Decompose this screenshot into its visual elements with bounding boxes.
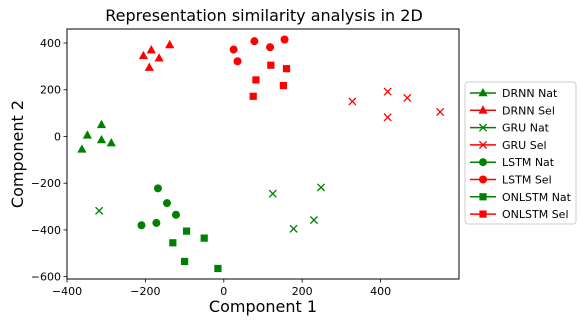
- legend-label: GRU Sel: [502, 139, 547, 152]
- y-tick-label: −200: [31, 177, 61, 190]
- legend-marker-gru-nat: [478, 123, 488, 132]
- point-gru-nat-3: [289, 224, 298, 233]
- point-onlstm-sel-1: [249, 92, 257, 100]
- y-axis: −600 −400 −200 0 200 400: [31, 37, 67, 284]
- x-tick-label: −400: [52, 285, 82, 298]
- point-lstm-sel-5: [280, 35, 289, 44]
- point-lstm-nat-2: [152, 218, 161, 227]
- legend-label: LSTM Sel: [502, 174, 552, 187]
- y-tick-label: 400: [40, 37, 61, 50]
- point-gru-nat-5: [316, 183, 326, 192]
- point-drnn-sel-1: [138, 50, 149, 60]
- legend-label: DRNN Sel: [502, 104, 555, 117]
- legend-item-drnn-nat: DRNN Nat: [470, 87, 558, 100]
- point-onlstm-nat-2: [181, 257, 189, 266]
- point-gru-sel-2: [383, 87, 392, 96]
- x-tick-label: 0: [220, 285, 227, 298]
- legend-marker-drnn-nat: [478, 88, 488, 97]
- y-tick-label: −400: [31, 224, 61, 237]
- point-lstm-nat-1: [137, 221, 146, 230]
- point-gru-nat-1: [95, 206, 104, 215]
- legend-marker-drnn-sel: [478, 105, 488, 114]
- point-gru-nat-2: [268, 189, 277, 198]
- legend-item-lstm-sel: LSTM Sel: [470, 174, 552, 187]
- point-gru-sel-3: [383, 113, 392, 122]
- y-tick-label: 200: [40, 84, 61, 97]
- legend-item-onlstm-nat: ONLSTM Nat: [470, 191, 572, 204]
- legend-item-gru-nat: GRU Nat: [470, 122, 550, 135]
- y-axis-label: Component 2: [8, 100, 27, 208]
- point-drnn-nat-1: [77, 144, 87, 153]
- chart-title: Representation similarity analysis in 2D: [105, 6, 423, 25]
- legend-label: ONLSTM Nat: [502, 191, 572, 204]
- point-lstm-nat-4: [162, 199, 171, 208]
- legend-label: LSTM Nat: [502, 156, 555, 169]
- x-axis-label: Component 1: [209, 297, 317, 316]
- point-gru-nat-4: [309, 216, 319, 225]
- point-lstm-sel-4: [266, 43, 275, 52]
- point-lstm-sel-3: [250, 37, 259, 46]
- point-gru-sel-5: [436, 107, 445, 117]
- point-drnn-nat-4: [96, 134, 107, 144]
- plot-frame: [66, 28, 460, 280]
- point-onlstm-sel-2: [252, 76, 260, 84]
- x-axis: −400 −200 0 200 400: [52, 279, 391, 298]
- point-onlstm-sel-3: [267, 61, 275, 69]
- legend: DRNN Nat DRNN Sel GRU Nat GRU Sel LSTM Nat LS…: [464, 81, 577, 225]
- point-onlstm-nat-5: [214, 264, 222, 273]
- point-drnn-sel-3: [144, 62, 154, 71]
- legend-marker-onlstm-nat: [479, 193, 487, 201]
- point-drnn-nat-5: [106, 138, 116, 147]
- legend-label: ONLSTM Sel: [502, 208, 569, 221]
- point-drnn-sel-5: [165, 39, 175, 49]
- point-onlstm-nat-1: [169, 239, 177, 247]
- legend-label: GRU Nat: [502, 122, 550, 135]
- point-drnn-nat-2: [82, 130, 92, 139]
- legend-label: DRNN Nat: [502, 87, 558, 100]
- point-onlstm-sel-4: [279, 81, 287, 90]
- legend-marker-lstm-nat: [479, 158, 487, 167]
- point-onlstm-nat-4: [200, 234, 208, 242]
- legend-item-gru-sel: GRU Sel: [470, 139, 547, 152]
- point-drnn-sel-4: [154, 53, 164, 62]
- y-tick-label: −600: [31, 271, 61, 284]
- legend-item-onlstm-sel: ONLSTM Sel: [470, 208, 569, 221]
- point-onlstm-sel-5: [282, 65, 291, 73]
- legend-marker-lstm-sel: [479, 175, 487, 184]
- point-lstm-sel-1: [229, 45, 238, 54]
- point-drnn-nat-3: [96, 119, 107, 129]
- legend-marker-onlstm-sel: [479, 210, 487, 218]
- point-gru-sel-4: [403, 93, 412, 102]
- x-tick-label: 400: [370, 285, 391, 298]
- legend-marker-gru-sel: [478, 140, 488, 149]
- plot-points: [77, 35, 445, 273]
- point-lstm-nat-5: [171, 210, 180, 219]
- legend-item-lstm-nat: LSTM Nat: [470, 156, 555, 169]
- x-tick-label: −200: [130, 285, 160, 298]
- point-lstm-nat-3: [153, 184, 162, 193]
- point-gru-sel-1: [348, 97, 357, 106]
- point-onlstm-nat-3: [182, 227, 191, 235]
- point-lstm-sel-2: [233, 57, 242, 66]
- legend-box: [464, 81, 577, 225]
- y-tick-label: 0: [54, 130, 61, 143]
- legend-item-drnn-sel: DRNN Sel: [470, 104, 555, 117]
- x-tick-label: 200: [292, 285, 313, 298]
- point-drnn-sel-2: [146, 45, 156, 54]
